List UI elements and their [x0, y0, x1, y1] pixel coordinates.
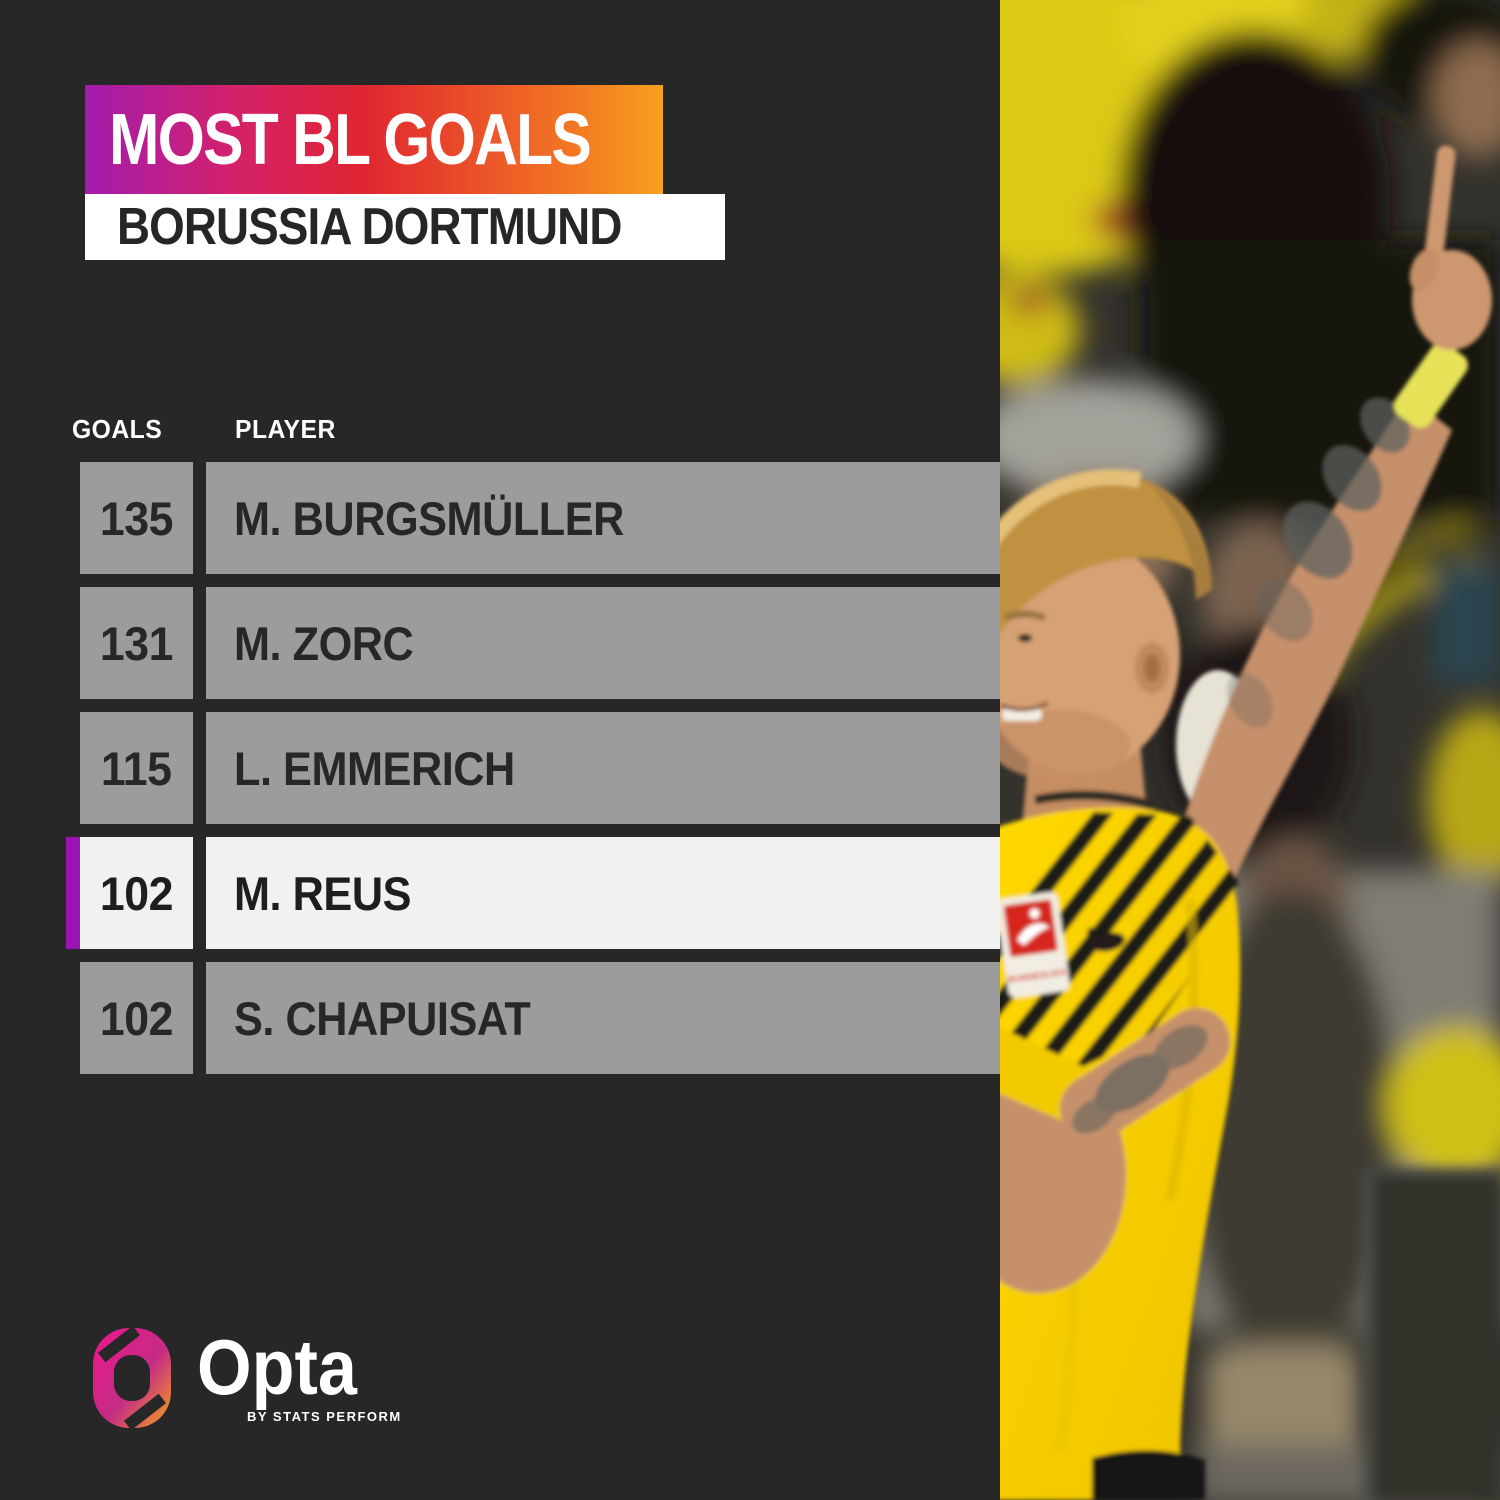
- opta-wordmark: Opta: [197, 1323, 357, 1412]
- pointing-hand: [1409, 145, 1492, 350]
- goals-cell: 102: [80, 837, 193, 949]
- goals-cell: 131: [80, 587, 193, 699]
- player-photo-illustration: BUNDESLIGA: [1000, 0, 1500, 1500]
- highlight-accent-bar: [66, 712, 80, 824]
- player-cell: L. EMMERICH: [206, 712, 1000, 824]
- blond-hair: [1000, 473, 1212, 633]
- highlight-accent-bar: [66, 837, 80, 949]
- arm-tattoos: [1227, 397, 1410, 728]
- opta-logo-mark: [93, 1328, 171, 1428]
- player-cell: M. ZORC: [206, 587, 1000, 699]
- opta-byline: BY STATS PERFORM: [247, 1408, 402, 1424]
- yellow-wristband: [1393, 342, 1468, 428]
- stats-table: 135 M. BURGSMÜLLER 131 M. ZORC 115 L. EM…: [66, 462, 1000, 1087]
- goals-cell: 115: [80, 712, 193, 824]
- table-row: 102 M. REUS: [66, 837, 1000, 949]
- player-figure: BUNDESLIGA: [1000, 145, 1492, 1500]
- table-row: 115 L. EMMERICH: [66, 712, 1000, 824]
- column-header-goals: GOALS: [72, 414, 163, 444]
- opta-text-block: Opta BY STATS PERFORM: [197, 1323, 402, 1424]
- puma-logo: [1087, 925, 1125, 952]
- player-photo: BUNDESLIGA: [1000, 0, 1500, 1500]
- page-subtitle: BORUSSIA DORTMUND: [117, 198, 622, 256]
- column-header-player: PLAYER: [235, 414, 336, 444]
- black-shorts: [1092, 1450, 1205, 1500]
- raised-arm: [1160, 145, 1492, 915]
- table-row: 102 S. CHAPUISAT: [66, 962, 1000, 1074]
- forearm-tattoos: [1072, 1024, 1208, 1134]
- table-row: 131 M. ZORC: [66, 587, 1000, 699]
- pitchside-pillar: [1362, 1168, 1500, 1500]
- jersey: BUNDESLIGA: [1000, 790, 1241, 1500]
- bent-arm: [1000, 1008, 1230, 1293]
- player-cell: M. BURGSMÜLLER: [206, 462, 1000, 574]
- bundesliga-patch: BUNDESLIGA: [1000, 892, 1070, 998]
- highlight-accent-bar: [66, 962, 80, 1074]
- stats-panel: MOST BL GOALS BORUSSIA DORTMUND GOALS PL…: [66, 85, 1000, 1428]
- table-row: 135 M. BURGSMÜLLER: [66, 462, 1000, 574]
- opta-logo: Opta BY STATS PERFORM: [93, 1328, 402, 1428]
- title-banner: MOST BL GOALS: [85, 85, 663, 194]
- subtitle-bar: BORUSSIA DORTMUND: [85, 194, 725, 260]
- player-cell: M. REUS: [206, 837, 1000, 949]
- goals-cell: 102: [80, 962, 193, 1074]
- page-title: MOST BL GOALS: [109, 99, 592, 180]
- goals-cell: 135: [80, 462, 193, 574]
- highlight-accent-bar: [66, 587, 80, 699]
- highlight-accent-bar: [66, 462, 80, 574]
- player-cell: S. CHAPUISAT: [206, 962, 1000, 1074]
